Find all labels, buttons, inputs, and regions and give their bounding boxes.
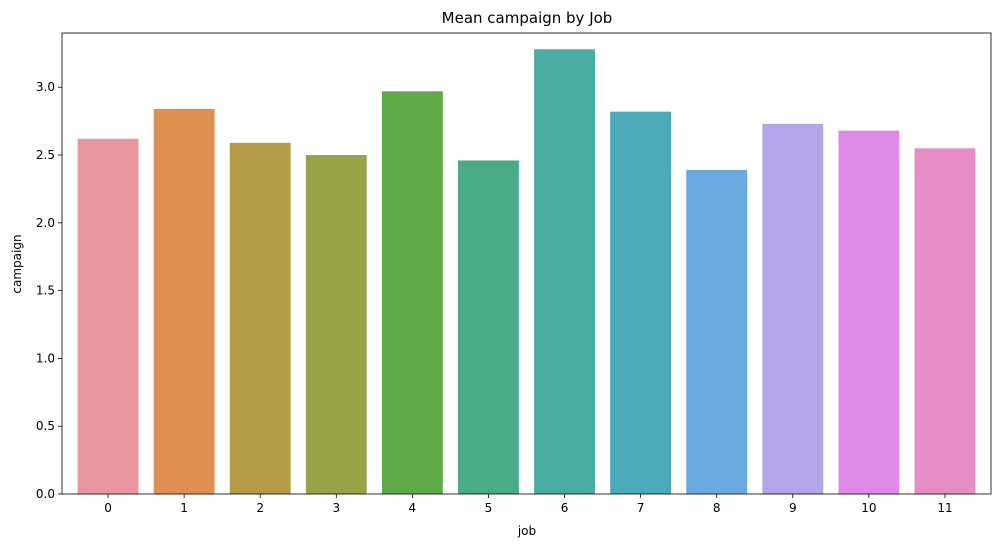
x-axis-ticks: 0 1 2 3 4 5 6 7 8 9 10 11 xyxy=(104,494,953,515)
y-tick-label: 2.0 xyxy=(36,216,55,230)
bar-1 xyxy=(153,108,215,494)
x-tick-label: 2 xyxy=(256,501,264,515)
x-tick-label: 6 xyxy=(561,501,569,515)
bar-5 xyxy=(458,160,519,494)
bar-4 xyxy=(381,91,443,494)
x-tick-label: 10 xyxy=(861,501,876,515)
y-tick-label: 1.5 xyxy=(36,284,55,298)
y-tick-label: 2.5 xyxy=(36,148,55,162)
bars-group xyxy=(77,49,976,494)
bar-8 xyxy=(686,169,748,494)
bar-10 xyxy=(838,130,900,494)
y-tick-label: 1.0 xyxy=(36,351,55,365)
x-axis-label: job xyxy=(517,524,536,538)
x-tick-label: 11 xyxy=(937,501,952,515)
bar-11 xyxy=(914,148,976,494)
x-tick-label: 7 xyxy=(637,501,645,515)
chart-title: Mean campaign by Job xyxy=(442,9,613,27)
x-tick-label: 9 xyxy=(789,501,797,515)
bar-0 xyxy=(77,138,139,494)
bar-7 xyxy=(610,111,672,494)
x-tick-label: 8 xyxy=(713,501,721,515)
y-axis-ticks: 0.0 0.5 1.0 1.5 2.0 2.5 3.0 xyxy=(36,80,62,501)
y-tick-label: 0.0 xyxy=(36,487,55,501)
y-tick-label: 0.5 xyxy=(36,419,55,433)
x-tick-label: 3 xyxy=(332,501,340,515)
y-axis-label: campaign xyxy=(10,234,24,293)
plot-frame xyxy=(61,32,992,495)
x-tick-label: 0 xyxy=(104,501,112,515)
x-tick-label: 5 xyxy=(485,501,493,515)
bar-2 xyxy=(229,142,291,494)
x-tick-label: 4 xyxy=(409,501,417,515)
bar-6 xyxy=(534,49,595,494)
bar-3 xyxy=(305,155,367,494)
bar-9 xyxy=(762,123,824,494)
y-tick-label: 3.0 xyxy=(36,80,55,94)
x-tick-label: 1 xyxy=(180,501,188,515)
